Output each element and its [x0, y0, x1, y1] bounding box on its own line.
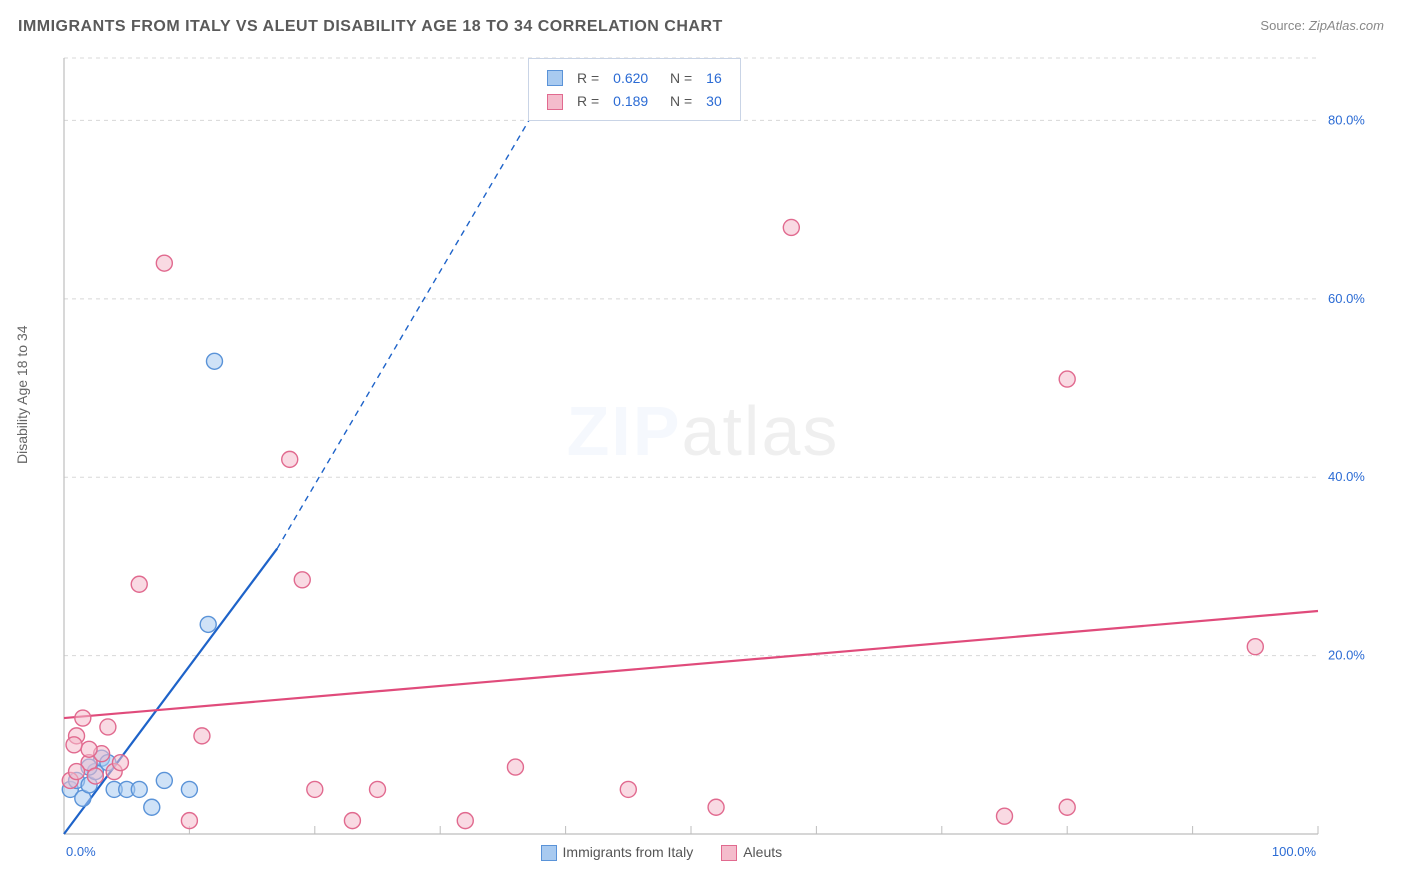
source-attribution: Source: ZipAtlas.com	[1260, 18, 1384, 33]
svg-text:80.0%: 80.0%	[1328, 112, 1365, 127]
chart-container: Disability Age 18 to 34 ZIPatlas 20.0%40…	[18, 48, 1388, 880]
y-axis-label: Disability Age 18 to 34	[14, 325, 30, 464]
series-legend: Immigrants from Italy Aleuts	[541, 844, 811, 861]
chart-title: IMMIGRANTS FROM ITALY VS ALEUT DISABILIT…	[18, 18, 723, 36]
svg-text:60.0%: 60.0%	[1328, 291, 1365, 306]
source-label: Source:	[1260, 18, 1305, 33]
source-value: ZipAtlas.com	[1309, 18, 1384, 33]
svg-text:20.0%: 20.0%	[1328, 648, 1365, 663]
scatter-chart: 20.0% 40.0% 60.0% 80.0% 0.0% 100.0%	[18, 48, 1388, 880]
legend-item: Aleuts	[721, 844, 782, 860]
svg-text:40.0%: 40.0%	[1328, 469, 1365, 484]
svg-text:0.0%: 0.0%	[66, 844, 96, 859]
legend-item: Immigrants from Italy	[541, 844, 694, 860]
stats-legend: R =0.620 N =16R =0.189 N =30	[528, 58, 741, 121]
svg-text:100.0%: 100.0%	[1272, 844, 1317, 859]
stats-legend-table: R =0.620 N =16R =0.189 N =30	[539, 65, 730, 114]
